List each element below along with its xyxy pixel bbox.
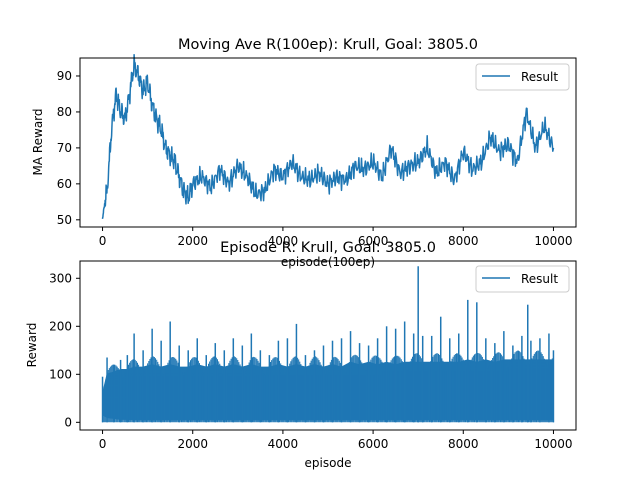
top-chart-x-tick-label: 0 — [99, 234, 107, 248]
top-chart-x-ticks: 0 2000 4000 6000 8000 10000 — [99, 227, 573, 248]
bottom-chart-y-tick-label: 0 — [64, 415, 72, 429]
bottom-chart-title: Episode R: Krull, Goal: 3805.0 — [220, 240, 436, 256]
bottom-chart-y-tick-label: 300 — [49, 271, 72, 285]
top-chart-series-line — [101, 53, 555, 219]
bottom-chart-legend: Result — [475, 265, 570, 293]
top-chart-legend-box — [475, 63, 570, 91]
bottom-chart-x-tick-label: 2000 — [177, 437, 208, 451]
bottom-chart-x-axis-label: episode — [305, 456, 352, 470]
top-chart-frame — [79, 57, 577, 228]
top-chart: Moving Ave R(100ep): Krull, Goal: 3805.0… — [31, 37, 577, 269]
top-chart-y-axis-label: MA Reward — [31, 108, 45, 175]
top-chart-x-axis-label: episode(100ep) — [281, 255, 375, 269]
bottom-chart-x-tick-label: 6000 — [358, 437, 389, 451]
top-chart-x-tick-label: 8000 — [448, 234, 479, 248]
bottom-chart-y-ticks: 0 100 200 300 — [49, 271, 80, 429]
top-chart-x-tick-label: 2000 — [177, 234, 208, 248]
top-chart-y-tick-label: 50 — [57, 213, 72, 227]
top-chart-title: Moving Ave R(100ep): Krull, Goal: 3805.0 — [178, 37, 478, 53]
top-chart-y-tick-label: 80 — [57, 105, 72, 119]
bottom-chart-legend-box — [475, 265, 570, 293]
bottom-chart-x-ticks: 0 2000 4000 6000 8000 10000 — [99, 430, 573, 451]
top-chart-y-tick-label: 90 — [57, 69, 72, 83]
bottom-chart-y-tick-label: 200 — [49, 319, 72, 333]
top-chart-legend-label: Result — [521, 70, 558, 84]
top-chart-legend: Result — [475, 63, 570, 91]
bottom-chart-x-tick-label: 4000 — [268, 437, 299, 451]
bottom-chart: 0 2000 4000 6000 8000 10000 0 100 200 300 episod… — [25, 240, 577, 470]
top-chart-y-tick-label: 70 — [57, 141, 72, 155]
bottom-chart-y-axis-label: Reward — [25, 323, 39, 368]
bottom-chart-x-tick-label: 0 — [99, 437, 107, 451]
top-chart-plot-area — [101, 53, 555, 219]
bottom-chart-x-tick-label: 8000 — [448, 437, 479, 451]
bottom-chart-legend-label: Result — [521, 272, 558, 286]
top-chart-y-tick-label: 60 — [57, 177, 72, 191]
bottom-chart-frame — [79, 260, 577, 431]
top-chart-x-tick-label: 6000 — [358, 234, 389, 248]
top-chart-x-tick-label: 4000 — [268, 234, 299, 248]
bottom-chart-plot-area — [101, 266, 555, 423]
bottom-chart-y-tick-label: 100 — [49, 367, 72, 381]
bottom-chart-x-tick-label: 10000 — [534, 437, 572, 451]
top-chart-y-ticks: 50 60 70 80 90 — [57, 69, 80, 227]
top-chart-x-tick-label: 10000 — [534, 234, 572, 248]
